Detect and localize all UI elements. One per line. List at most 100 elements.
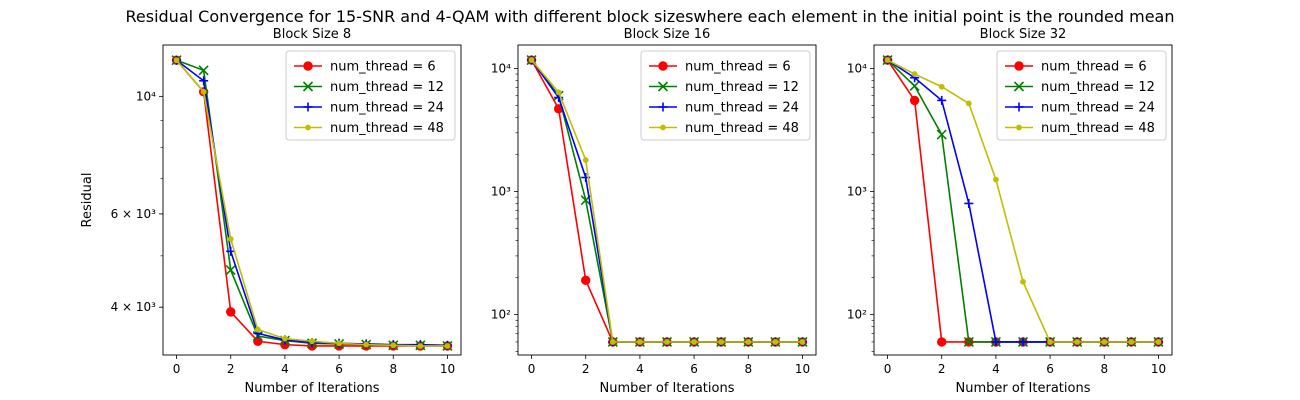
data-point bbox=[225, 265, 236, 276]
marker-stroke bbox=[225, 265, 236, 276]
legend: num_thread = 6 num_thread = 12 num_thread … bbox=[640, 50, 811, 141]
x-tick-label: 6 bbox=[335, 362, 343, 376]
data-point bbox=[1155, 339, 1162, 345]
axes-frame bbox=[517, 44, 817, 356]
legend-label: num_thread = 6 bbox=[685, 60, 791, 75]
legend-item: num_thread = 48 bbox=[294, 121, 444, 136]
x-tick-label: 0 bbox=[173, 362, 181, 376]
data-point bbox=[937, 337, 947, 347]
data-point bbox=[309, 338, 315, 345]
x-tick-label: 10 bbox=[795, 362, 810, 376]
x-tick-label: 2 bbox=[938, 362, 946, 376]
legend-item: num_thread = 12 bbox=[1005, 80, 1155, 95]
x-tick-label: 10 bbox=[440, 362, 455, 376]
legend-label: num_thread = 12 bbox=[330, 80, 444, 95]
data-point bbox=[799, 339, 806, 345]
legend-item: num_thread = 24 bbox=[649, 101, 799, 116]
y-tick-label: 10⁴ bbox=[491, 61, 511, 75]
legend-marker bbox=[1013, 81, 1025, 92]
legend-label: num_thread = 24 bbox=[685, 101, 799, 116]
data-point bbox=[936, 129, 947, 140]
subplot-title: Block Size 8 bbox=[273, 27, 351, 42]
data-point bbox=[1074, 339, 1081, 345]
data-point bbox=[664, 339, 670, 345]
subplot-title: Block Size 32 bbox=[980, 27, 1067, 42]
x-tick-label: 4 bbox=[636, 362, 644, 376]
marker-stroke bbox=[1013, 81, 1025, 92]
legend-item: num_thread = 6 bbox=[1005, 60, 1147, 75]
marker-stroke bbox=[963, 336, 974, 348]
figure-suptitle: Residual Convergence for 15-SNR and 4-QA… bbox=[126, 7, 1175, 26]
legend-box bbox=[285, 50, 456, 141]
x-tick-label: 0 bbox=[528, 362, 536, 376]
legend-marker bbox=[303, 61, 313, 71]
data-point bbox=[444, 343, 451, 349]
data-point bbox=[528, 57, 535, 63]
data-point bbox=[282, 335, 288, 342]
marker-stroke bbox=[198, 65, 209, 76]
data-point bbox=[198, 65, 209, 76]
data-point bbox=[254, 326, 261, 333]
data-point bbox=[581, 275, 591, 286]
x-tick-label: 2 bbox=[582, 362, 590, 376]
marker-stroke bbox=[302, 81, 314, 92]
plot-area bbox=[526, 54, 808, 348]
legend-label: num_thread = 6 bbox=[330, 60, 436, 75]
x-tick-label: 8 bbox=[744, 362, 752, 376]
data-point bbox=[199, 76, 209, 86]
legend-label: num_thread = 24 bbox=[330, 101, 444, 116]
legend-marker bbox=[660, 124, 666, 131]
marker-stroke bbox=[936, 129, 947, 140]
data-point bbox=[965, 100, 972, 107]
data-point bbox=[390, 342, 397, 349]
legend-marker bbox=[1014, 102, 1024, 112]
data-point bbox=[226, 307, 236, 317]
marker-stroke bbox=[909, 80, 920, 92]
data-point bbox=[363, 341, 370, 348]
series-4 bbox=[173, 57, 451, 349]
y-axis-label: Residual bbox=[80, 173, 95, 228]
legend-marker bbox=[303, 102, 313, 112]
y-tick-label: 10⁴ bbox=[847, 61, 867, 75]
data-point bbox=[991, 337, 1001, 347]
legend-marker bbox=[658, 102, 668, 112]
subplots: Block Size 8 0 2 4 6 8 10 4 × 10³ 6 × 10³ 10⁴ Numb… bbox=[80, 27, 1173, 396]
series-4 bbox=[528, 57, 806, 345]
legend-item: num_thread = 24 bbox=[294, 101, 444, 116]
legend-item: num_thread = 48 bbox=[1005, 121, 1155, 136]
data-point bbox=[1128, 339, 1135, 345]
plot-area bbox=[882, 54, 1164, 348]
legend-label: num_thread = 24 bbox=[1041, 101, 1155, 116]
data-point bbox=[609, 339, 616, 345]
legend-label: num_thread = 12 bbox=[685, 80, 799, 95]
legend-marker bbox=[658, 61, 668, 71]
subplot-3: Block Size 32 0 2 4 6 8 10 10² 10³ 10⁴ Number of I… bbox=[847, 27, 1173, 396]
legend-item: num_thread = 12 bbox=[294, 80, 444, 95]
subplot-title: Block Size 16 bbox=[624, 27, 711, 42]
data-point bbox=[1047, 339, 1053, 345]
legend-item: num_thread = 24 bbox=[1005, 101, 1155, 116]
data-point bbox=[909, 95, 920, 106]
data-point bbox=[1018, 337, 1028, 347]
data-point bbox=[1101, 339, 1108, 345]
data-point bbox=[909, 80, 920, 92]
subplot-1: Block Size 8 0 2 4 6 8 10 4 × 10³ 6 × 10³ 10⁴ Numb… bbox=[80, 27, 462, 396]
data-point bbox=[637, 339, 643, 345]
x-tick-label: 8 bbox=[389, 362, 397, 376]
data-point bbox=[911, 71, 918, 77]
y-tick-label: 4 × 10³ bbox=[111, 300, 157, 314]
legend-box bbox=[996, 50, 1167, 141]
data-point bbox=[1020, 278, 1026, 285]
x-tick-label: 4 bbox=[281, 362, 289, 376]
x-tick-label: 2 bbox=[227, 362, 235, 376]
legend: num_thread = 6 num_thread = 12 num_thread … bbox=[996, 50, 1167, 141]
data-point bbox=[173, 57, 180, 64]
legend-item: num_thread = 6 bbox=[294, 60, 436, 75]
data-point bbox=[227, 236, 234, 242]
x-tick-label: 6 bbox=[1046, 362, 1054, 376]
y-tick-label: 10² bbox=[491, 308, 511, 322]
legend-item: num_thread = 48 bbox=[649, 121, 799, 136]
data-point bbox=[772, 339, 779, 345]
axes-frame bbox=[873, 44, 1173, 356]
legend-marker bbox=[305, 124, 311, 131]
